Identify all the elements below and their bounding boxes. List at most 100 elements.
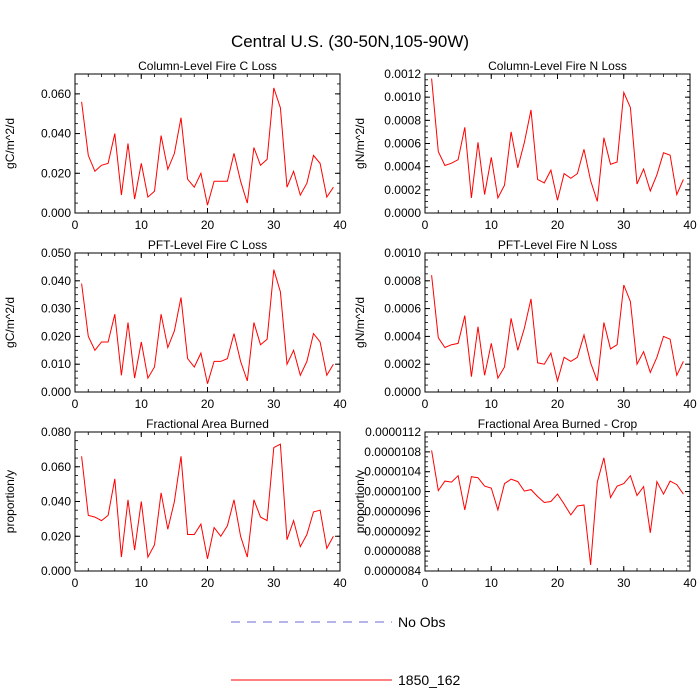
x-tick-label: 10: [135, 218, 149, 232]
legend-label-1850-162: 1850_162: [398, 672, 461, 688]
y-tick-label: 0.020: [41, 329, 71, 343]
y-axis-label: proportion/y: [3, 470, 17, 533]
y-tick-label: 0.0000096: [364, 504, 421, 518]
y-tick-label: 0.0000: [384, 385, 421, 399]
chart-panel-6: Fractional Area Burned - Crop proportion/…: [353, 417, 697, 590]
x-tick-label: 30: [617, 218, 631, 232]
legend-label-no-obs: No Obs: [398, 614, 445, 630]
x-tick-label: 10: [485, 218, 499, 232]
y-tick-label: 0.020: [41, 166, 71, 180]
x-tick-label: 10: [485, 397, 499, 411]
series-line-1850-162: [431, 78, 684, 202]
figure-title: Central U.S. (30-50N,105-90W): [231, 32, 469, 51]
y-tick-label: 0.050: [41, 246, 71, 260]
x-tick-label: 30: [267, 576, 281, 590]
x-tick-label: 0: [72, 576, 79, 590]
y-tick-label: 0.060: [41, 460, 71, 474]
x-tick-label: 40: [683, 576, 697, 590]
y-tick-label: 0.0000: [384, 206, 421, 220]
panels: Column-Level Fire C Loss gC/m^2/d 0 10 20 30 4…: [3, 59, 697, 590]
panel-title: Column-Level Fire C Loss: [138, 59, 277, 73]
panel-title: PFT-Level Fire N Loss: [498, 238, 617, 252]
panel-title: PFT-Level Fire C Loss: [148, 238, 267, 252]
plot-frame: [74, 431, 341, 572]
x-tick-label: 20: [201, 218, 215, 232]
plot-frame: [424, 431, 691, 572]
series-line-1850-162: [81, 87, 334, 206]
x-tick-label: 30: [267, 397, 281, 411]
x-tick-label: 30: [267, 218, 281, 232]
y-tick-label: 0.0000092: [364, 524, 421, 538]
x-tick-label: 20: [201, 397, 215, 411]
x-tick-label: 40: [333, 397, 347, 411]
y-axis-label: gC/m^2/d: [3, 297, 17, 348]
chart-panel-5: Fractional Area Burned proportion/y 0 10 20 3…: [3, 417, 347, 590]
y-axis-label: gC/m^2/d: [3, 118, 17, 169]
series-line-1850-162: [81, 443, 334, 559]
y-tick-label: 0.0004: [384, 160, 421, 174]
x-tick-label: 20: [551, 576, 565, 590]
x-tick-label: 40: [683, 397, 697, 411]
chart-panel-3: PFT-Level Fire C Loss gC/m^2/d 0 10 20 30 40 0.…: [3, 238, 347, 411]
y-tick-label: 0.0012: [384, 67, 421, 81]
x-tick-label: 20: [551, 397, 565, 411]
series-line-1850-162: [81, 269, 334, 384]
y-axis-label: gN/m^2/d: [353, 118, 367, 169]
x-tick-label: 0: [72, 397, 79, 411]
y-tick-label: 0.0000084: [364, 564, 421, 578]
y-tick-label: 0.0010: [384, 90, 421, 104]
y-axis-label: gN/m^2/d: [353, 297, 367, 348]
series-line-1850-162: [431, 450, 684, 566]
y-tick-label: 0.0002: [384, 183, 421, 197]
x-tick-label: 0: [72, 218, 79, 232]
plot-frame: [74, 252, 341, 393]
y-axis-label: proportion/y: [353, 470, 367, 533]
y-tick-label: 0.010: [41, 357, 71, 371]
y-tick-label: 0.080: [41, 425, 71, 439]
x-tick-label: 40: [683, 218, 697, 232]
y-tick-label: 0.000: [41, 385, 71, 399]
y-tick-label: 0.040: [41, 127, 71, 141]
y-tick-label: 0.020: [41, 529, 71, 543]
x-tick-label: 0: [422, 218, 429, 232]
x-tick-label: 20: [551, 218, 565, 232]
panel-title: Fractional Area Burned: [146, 417, 269, 431]
y-tick-label: 0.0000104: [364, 465, 421, 479]
y-tick-label: 0.0006: [384, 302, 421, 316]
y-tick-label: 0.0010: [384, 246, 421, 260]
y-tick-label: 0.040: [41, 274, 71, 288]
legend: No Obs 1850_162: [231, 614, 461, 688]
y-tick-label: 0.060: [41, 87, 71, 101]
x-tick-label: 10: [485, 576, 499, 590]
y-tick-label: 0.000: [41, 206, 71, 220]
x-tick-label: 30: [617, 576, 631, 590]
y-tick-label: 0.0000112: [365, 425, 421, 439]
y-tick-label: 0.000: [41, 564, 71, 578]
y-tick-label: 0.040: [41, 495, 71, 509]
x-tick-label: 0: [422, 576, 429, 590]
panel-title: Column-Level Fire N Loss: [488, 59, 627, 73]
y-tick-label: 0.0000088: [364, 544, 421, 558]
panel-title: Fractional Area Burned - Crop: [478, 417, 638, 431]
x-tick-label: 30: [617, 397, 631, 411]
series-line-1850-162: [431, 275, 684, 383]
x-tick-label: 20: [201, 576, 215, 590]
y-tick-label: 0.0008: [384, 274, 421, 288]
plot-frame: [74, 73, 341, 214]
y-tick-label: 0.030: [41, 302, 71, 316]
x-tick-label: 10: [135, 397, 149, 411]
chart-panel-4: PFT-Level Fire N Loss gN/m^2/d 0 10 20 30 40 0.…: [353, 238, 697, 411]
y-tick-label: 0.0004: [384, 329, 421, 343]
y-tick-label: 0.0000108: [364, 445, 421, 459]
x-tick-label: 40: [333, 218, 347, 232]
y-tick-label: 0.0000100: [364, 485, 421, 499]
y-tick-label: 0.0008: [384, 113, 421, 127]
x-tick-label: 40: [333, 576, 347, 590]
y-tick-label: 0.0006: [384, 137, 421, 151]
chart-panel-2: Column-Level Fire N Loss gN/m^2/d 0 10 20 30 4…: [353, 59, 697, 232]
y-tick-label: 0.0002: [384, 357, 421, 371]
x-tick-label: 0: [422, 397, 429, 411]
chart-panel-1: Column-Level Fire C Loss gC/m^2/d 0 10 20 30 4…: [3, 59, 347, 232]
x-tick-label: 10: [135, 576, 149, 590]
